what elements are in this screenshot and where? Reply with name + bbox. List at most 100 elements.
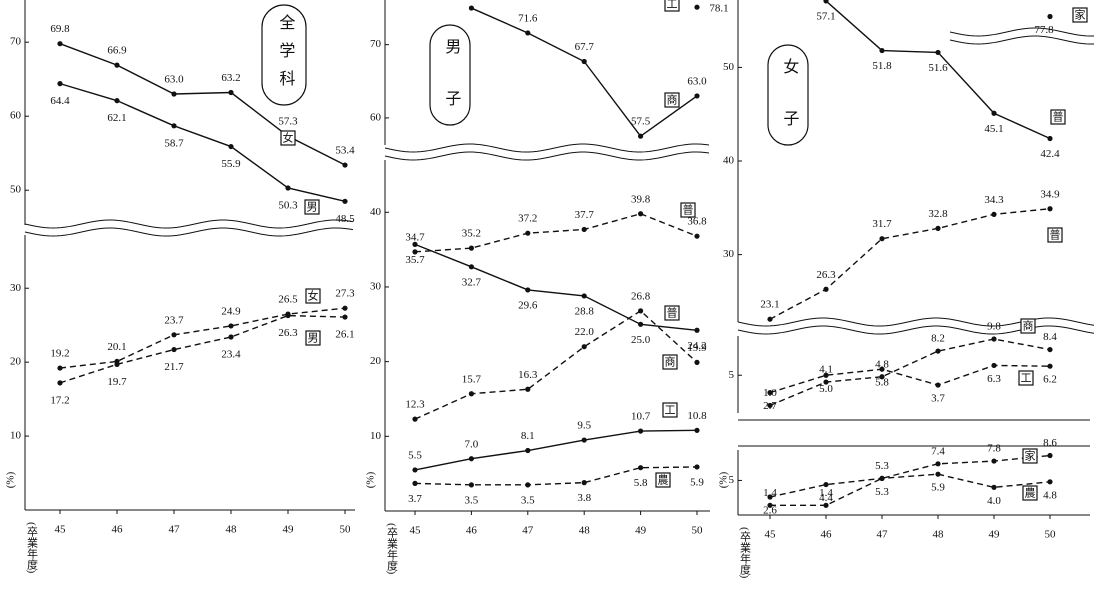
axis-break (384, 151, 710, 161)
value-label: 27.3 (335, 288, 355, 300)
series-line (414, 309, 698, 420)
value-label: 23.4 (221, 349, 241, 361)
x-tick-label: 45 (55, 524, 67, 536)
series-line (769, 473, 1051, 498)
legend-label: 男 (308, 333, 319, 345)
value-label: 3.5 (521, 494, 535, 506)
data-point (412, 416, 418, 422)
y-tick-label: 5 (729, 369, 735, 381)
value-label: 24.2 (687, 340, 706, 352)
chart-title: 女子 (780, 57, 799, 162)
value-label: 37.7 (575, 209, 595, 221)
y-tick-label: 40 (370, 206, 382, 218)
value-label: 23.1 (760, 299, 779, 311)
value-label: 19.7 (107, 376, 127, 388)
value-label: 26.3 (278, 327, 298, 339)
legend-box (655, 472, 671, 488)
value-label: 57.3 (278, 116, 298, 128)
data-point (525, 230, 531, 236)
value-label: 5.3 (875, 486, 889, 498)
data-point (1047, 452, 1053, 459)
series-line (471, 7, 698, 138)
data-point (1047, 363, 1053, 369)
legend-box (305, 288, 321, 304)
value-label: 31.7 (872, 218, 892, 230)
axis-break (384, 143, 710, 153)
data-point (57, 380, 63, 386)
series-line (769, 338, 1051, 407)
data-point (991, 211, 997, 217)
data-point (171, 332, 177, 338)
value-label: 2.6 (763, 505, 777, 517)
value-label: 2.7 (763, 400, 777, 412)
value-label: 19.2 (50, 348, 69, 360)
data-point (823, 481, 829, 488)
data-point (412, 249, 418, 255)
value-label: 5.5 (408, 449, 422, 461)
value-label: 6.3 (987, 373, 1001, 385)
data-point (935, 49, 941, 56)
data-point (694, 4, 700, 10)
value-label: 57.1 (816, 10, 835, 22)
data-point (114, 62, 120, 68)
data-point (525, 287, 531, 293)
x-tick-label: 50 (340, 524, 352, 536)
data-point (581, 226, 587, 233)
y-tick-label: 5 (729, 474, 735, 486)
value-label: 3.5 (465, 494, 479, 506)
data-point (879, 475, 885, 481)
legend-label: 家 (1025, 449, 1036, 463)
series-line (59, 43, 346, 166)
data-point (57, 365, 63, 371)
value-label: 5.8 (634, 477, 648, 489)
value-label: 5.8 (875, 377, 889, 389)
legend-label: 男 (307, 202, 318, 214)
value-label: 3.7 (408, 493, 422, 505)
legend-box (1047, 227, 1063, 243)
data-point (285, 312, 291, 319)
data-point (468, 482, 474, 488)
legend-label: 普 (1050, 228, 1061, 242)
value-label: 1.4 (819, 487, 833, 499)
value-label: 4.8 (875, 358, 889, 370)
value-label: 66.9 (107, 45, 127, 57)
data-point (935, 471, 941, 477)
data-point (694, 327, 700, 333)
legend-label: 商 (1023, 319, 1034, 333)
axis-break (949, 27, 1095, 37)
title-frame (767, 44, 809, 146)
chart-title: 男子 (442, 38, 461, 142)
data-point (935, 348, 941, 354)
value-label: 12.3 (405, 399, 425, 411)
data-point (823, 286, 829, 292)
legend-label: 工 (1021, 373, 1032, 385)
y-tick-label: 70 (10, 36, 22, 48)
y-tick-label: 20 (370, 355, 382, 367)
value-label: 7.4 (931, 445, 945, 457)
data-point (581, 344, 587, 350)
value-label: 7.8 (987, 443, 1001, 455)
y-tick-label: 10 (10, 430, 22, 442)
x-tick-label: 48 (933, 529, 945, 541)
data-point (525, 482, 531, 488)
x-tick-label: 49 (635, 525, 647, 537)
x-axis-label: (卒業年度) (738, 527, 751, 579)
value-label: 7.0 (465, 438, 479, 450)
data-point (581, 293, 587, 299)
data-point (412, 467, 418, 473)
data-point (991, 110, 997, 116)
data-point (991, 362, 997, 369)
data-point (285, 185, 291, 191)
y-tick-label: 20 (10, 356, 22, 368)
data-point (935, 225, 941, 231)
legend-box (1022, 485, 1038, 501)
axis-break (737, 317, 1095, 327)
value-label: 3.7 (931, 393, 945, 405)
title-frame (429, 24, 471, 126)
data-point (171, 346, 177, 353)
legend-label: 普 (1053, 110, 1064, 124)
value-label: 4.4 (819, 492, 833, 504)
value-label: 10.7 (631, 411, 651, 423)
y-tick-label: 40 (723, 155, 735, 167)
value-label: 10.8 (687, 410, 707, 422)
